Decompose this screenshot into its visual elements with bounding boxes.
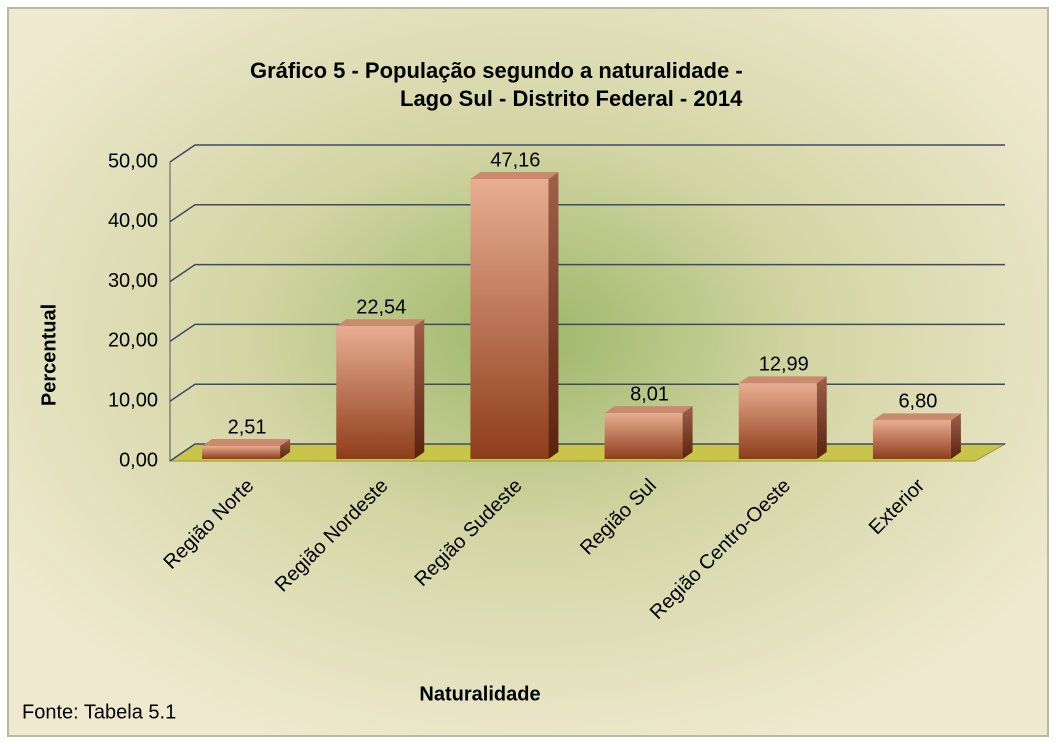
bar-side [950, 413, 961, 459]
data-label: 22,54 [356, 296, 406, 318]
bar-top [336, 319, 425, 327]
grid-line [169, 323, 1005, 343]
bar-side [816, 376, 827, 459]
y-tick-label: 10,00 [108, 389, 158, 411]
bar-side [682, 406, 693, 459]
bar-top [470, 171, 559, 179]
y-tick-label: 20,00 [108, 330, 158, 352]
bar-top [738, 376, 827, 384]
x-axis-label: Naturalidade [419, 683, 540, 705]
y-tick-label: 40,00 [108, 210, 158, 232]
data-label: 2,51 [228, 416, 267, 438]
bar [872, 420, 951, 459]
bar [470, 178, 549, 459]
y-tick-label: 30,00 [108, 270, 158, 292]
bar-side [414, 319, 425, 459]
data-label: 8,01 [630, 383, 669, 405]
y-axis-label: Percentual [38, 304, 60, 406]
bar-top [604, 406, 693, 414]
grid-line [169, 383, 1005, 402]
grid-line [169, 144, 1005, 163]
bar [738, 383, 817, 459]
grid-line [169, 263, 1005, 283]
bar-top [872, 413, 961, 421]
grid-line [169, 443, 1005, 462]
chart-title: Lago Sul - Distrito Federal - 2014 [400, 86, 743, 111]
grid-line [169, 204, 1005, 223]
bar [336, 326, 415, 459]
bar-side [280, 438, 291, 459]
bar-side [548, 171, 559, 459]
data-label: 6,80 [898, 391, 937, 413]
data-label: 12,99 [759, 354, 809, 376]
data-label: 47,16 [490, 149, 540, 171]
bar-top [202, 438, 291, 446]
chart-title: Gráfico 5 - População segundo a naturali… [250, 58, 743, 83]
y-tick-label: 50,00 [108, 150, 158, 172]
source-note: Fonte: Tabela 5.1 [22, 701, 176, 723]
y-tick-label: 0,00 [119, 449, 158, 471]
bar [604, 413, 683, 459]
bar [202, 445, 281, 459]
